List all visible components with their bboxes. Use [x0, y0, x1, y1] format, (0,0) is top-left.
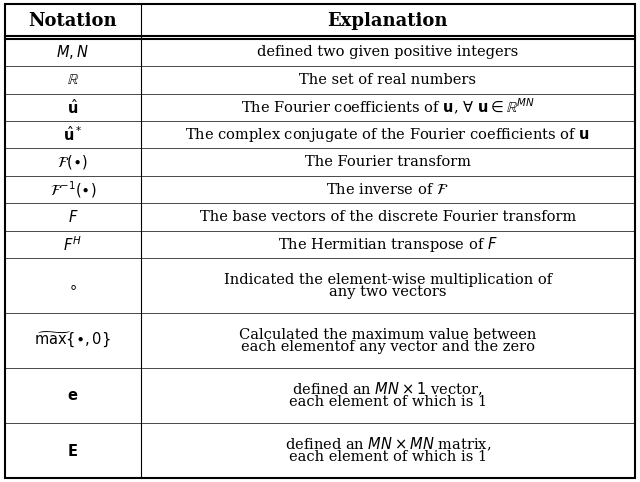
Text: $\mathbf{e}$: $\mathbf{e}$: [67, 388, 79, 403]
Text: $\hat{\mathbf{u}}^*$: $\hat{\mathbf{u}}^*$: [63, 125, 83, 144]
Text: The Fourier coefficients of $\mathbf{u}$, $\forall$ $\mathbf{u} \in \mathbb{R}^{: The Fourier coefficients of $\mathbf{u}$…: [241, 97, 535, 117]
Text: Calculated the maximum value between: Calculated the maximum value between: [239, 327, 536, 342]
Text: $\mathbb{R}$: $\mathbb{R}$: [67, 73, 79, 87]
Text: The Hermitian transpose of $F$: The Hermitian transpose of $F$: [278, 235, 497, 254]
Text: $F$: $F$: [68, 209, 78, 225]
Text: Explanation: Explanation: [328, 12, 448, 30]
Text: Notation: Notation: [29, 12, 117, 30]
Text: defined two given positive integers: defined two given positive integers: [257, 45, 518, 59]
Text: Indicated the element-wise multiplication of: Indicated the element-wise multiplicatio…: [223, 272, 552, 287]
Text: each element of which is 1: each element of which is 1: [289, 450, 487, 464]
Text: any two vectors: any two vectors: [329, 285, 447, 299]
Text: $\widetilde{\max}\{\bullet, 0\}$: $\widetilde{\max}\{\bullet, 0\}$: [35, 331, 111, 350]
Text: The complex conjugate of the Fourier coefficients of $\mathbf{u}$: The complex conjugate of the Fourier coe…: [186, 126, 590, 144]
Text: defined an $MN \times 1$ vector,: defined an $MN \times 1$ vector,: [292, 381, 483, 398]
Text: The set of real numbers: The set of real numbers: [299, 73, 476, 87]
Text: $\mathcal{F}^{-1}(\bullet)$: $\mathcal{F}^{-1}(\bullet)$: [49, 179, 96, 200]
Text: The inverse of $\mathcal{F}$: The inverse of $\mathcal{F}$: [326, 182, 449, 197]
Text: The Fourier transform: The Fourier transform: [305, 155, 470, 169]
Text: $F^H$: $F^H$: [63, 235, 83, 254]
Text: $\mathcal{F}(\bullet)$: $\mathcal{F}(\bullet)$: [58, 153, 88, 171]
Text: $\circ$: $\circ$: [68, 279, 77, 293]
Text: $\hat{\mathbf{u}}$: $\hat{\mathbf{u}}$: [67, 98, 79, 117]
Text: each element of which is 1: each element of which is 1: [289, 395, 487, 409]
Text: each elementof any vector and the zero: each elementof any vector and the zero: [241, 340, 534, 354]
Text: $\mathbf{E}$: $\mathbf{E}$: [67, 442, 78, 459]
Text: The base vectors of the discrete Fourier transform: The base vectors of the discrete Fourier…: [200, 210, 576, 224]
Text: $M, N$: $M, N$: [56, 43, 89, 61]
Text: defined an $MN \times MN$ matrix,: defined an $MN \times MN$ matrix,: [285, 436, 491, 453]
